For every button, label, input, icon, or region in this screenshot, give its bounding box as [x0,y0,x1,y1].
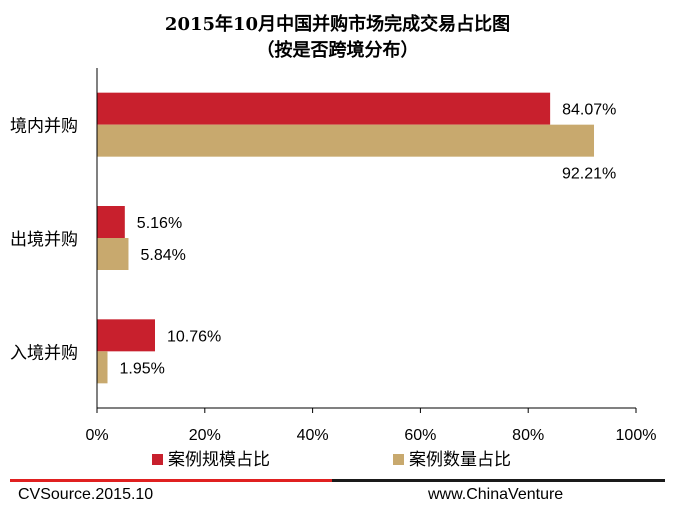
data-label: 1.95% [120,360,165,377]
legend-label: 案例规模占比 [168,450,270,469]
legend-swatch [152,454,163,465]
legend-label: 案例数量占比 [409,450,511,469]
x-tick-label: 40% [297,427,329,444]
x-tick-label: 0% [85,427,108,444]
chart-title: 2015年10月中国并购市场完成交易占比图 [164,14,511,35]
x-tick-label: 60% [404,427,436,444]
x-tick-label: 20% [189,427,221,444]
footer-red-rule [10,479,332,482]
bar [97,351,108,384]
x-tick-label: 80% [512,427,544,444]
data-label: 10.76% [167,328,221,345]
legend-swatch [393,454,404,465]
data-label: 92.21% [562,166,616,183]
footer-website: www.ChinaVenture [428,486,564,503]
bar [97,124,595,157]
chart-subtitle: （按是否跨境分布） [256,40,419,61]
x-tick-label: 100% [616,427,657,444]
category-label: 出境并购 [10,230,78,249]
bar [97,319,155,352]
data-label: 5.84% [140,247,185,264]
data-label: 84.07% [562,102,616,119]
category-label: 境内并购 [10,117,78,136]
footer-source: CVSource.2015.10 [18,486,154,503]
bar [97,92,551,125]
bar [97,238,129,270]
footer-dark-rule [332,479,665,482]
data-label: 5.16% [137,215,182,232]
category-label: 入境并购 [10,343,78,362]
bar [97,206,125,238]
